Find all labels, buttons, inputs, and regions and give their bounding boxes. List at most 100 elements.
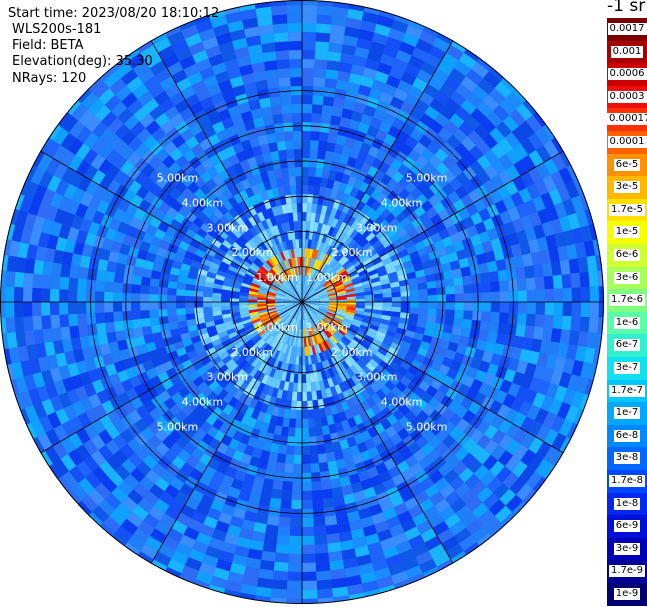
range-gate-cell — [77, 412, 92, 428]
range-gate-cell — [249, 265, 259, 273]
range-gate-cell — [345, 331, 355, 339]
range-gate-cell — [296, 266, 300, 276]
range-gate-cell — [215, 558, 233, 572]
range-gate-cell — [463, 310, 473, 320]
range-gate-cell — [241, 282, 251, 288]
range-gate-cell — [141, 177, 156, 191]
range-gate-cell — [248, 304, 258, 308]
range-gate-cell — [324, 328, 333, 337]
range-gate-cell — [450, 497, 467, 514]
range-gate-cell — [208, 478, 222, 492]
range-gate-cell — [470, 357, 482, 370]
range-gate-cell — [407, 441, 421, 455]
range-gate-cell — [227, 486, 241, 499]
range-gate-cell — [365, 396, 377, 408]
range-gate-cell — [328, 42, 343, 54]
range-gate-cell — [446, 367, 459, 380]
range-gate-cell — [32, 315, 43, 331]
range-gate-cell — [256, 326, 266, 334]
range-gate-cell — [280, 312, 288, 319]
range-gate-cell — [577, 331, 589, 348]
range-gate-cell — [338, 382, 347, 393]
range-gate-cell — [492, 482, 510, 500]
range-gate-cell — [513, 428, 528, 445]
range-gate-cell — [253, 322, 263, 329]
range-gate-cell — [441, 536, 459, 552]
range-gate-cell — [23, 287, 33, 302]
range-gate-cell — [302, 526, 315, 537]
range-gate-cell — [330, 335, 339, 344]
range-gate-cell — [284, 303, 294, 306]
range-gate-cell — [248, 377, 257, 388]
range-gate-cell — [52, 145, 68, 163]
range-gate-cell — [363, 588, 381, 598]
range-gate-cell — [252, 277, 262, 284]
range-gate-cell — [293, 248, 298, 258]
range-gate-cell — [543, 446, 560, 464]
range-gate-cell — [240, 285, 250, 291]
range-gate-cell — [371, 32, 389, 46]
range-gate-cell — [299, 284, 302, 294]
range-gate-cell — [125, 366, 138, 379]
range-gate-cell — [324, 369, 331, 379]
range-gate-cell — [45, 428, 61, 446]
range-gate-cell — [286, 436, 295, 446]
range-gate-cell — [225, 580, 243, 593]
range-gate-cell — [286, 598, 302, 604]
range-gate-cell — [309, 158, 318, 168]
range-gate-cell — [83, 439, 99, 456]
range-gate-cell — [78, 477, 95, 495]
range-gate-cell — [76, 302, 87, 314]
range-gate-cell — [296, 275, 300, 285]
range-gate-cell — [467, 337, 479, 349]
range-gate-cell — [296, 328, 300, 338]
range-gate-cell — [253, 475, 265, 487]
range-gate-cell — [276, 534, 290, 545]
range-gate-cell — [91, 169, 106, 185]
range-gate-cell — [266, 386, 275, 397]
range-gate-cell — [490, 353, 502, 366]
range-gate-cell — [450, 360, 462, 372]
range-gate-cell — [265, 366, 273, 376]
range-gate-cell — [454, 302, 465, 311]
range-gate-cell — [137, 40, 154, 53]
range-gate-cell — [265, 404, 274, 415]
range-gate-cell — [268, 451, 279, 462]
range-gate-cell — [303, 284, 307, 294]
range-gate-cell — [195, 502, 211, 516]
range-gate-cell — [416, 520, 433, 535]
range-gate-cell — [257, 295, 267, 299]
range-gate-cell — [134, 142, 150, 158]
range-gate-cell — [187, 169, 201, 182]
range-gate-cell — [15, 256, 27, 273]
range-gate-cell — [505, 494, 523, 512]
range-gate-cell — [343, 456, 355, 468]
range-gate-cell — [240, 583, 257, 596]
range-gate-cell — [286, 306, 295, 313]
range-gate-cell — [419, 498, 435, 513]
range-gate-cell — [179, 107, 194, 121]
range-gate-cell — [55, 408, 70, 425]
range-gate-cell — [269, 377, 277, 388]
range-gate-cell — [382, 310, 392, 317]
range-gate-cell — [260, 171, 270, 183]
range-gate-cell — [117, 391, 131, 406]
range-gate-cell — [335, 79, 349, 91]
range-gate-cell — [544, 302, 555, 316]
range-gate-cell — [520, 416, 535, 433]
range-gate-cell — [149, 407, 163, 421]
range-gate-cell — [308, 167, 317, 177]
range-gate-cell — [42, 328, 54, 343]
range-gate-cell — [176, 398, 189, 411]
range-gate-cell — [386, 391, 398, 403]
range-gate-cell — [435, 428, 450, 442]
range-gate-cell — [250, 315, 260, 322]
range-gate-cell — [117, 339, 129, 351]
range-gate-cell — [52, 127, 69, 146]
range-gate-cell — [296, 284, 300, 294]
range-gate-cell — [226, 269, 237, 277]
range-gate-cell — [299, 310, 302, 320]
range-gate-cell — [255, 586, 272, 598]
range-gate-cell — [247, 176, 257, 187]
range-gate-cell — [253, 117, 265, 129]
